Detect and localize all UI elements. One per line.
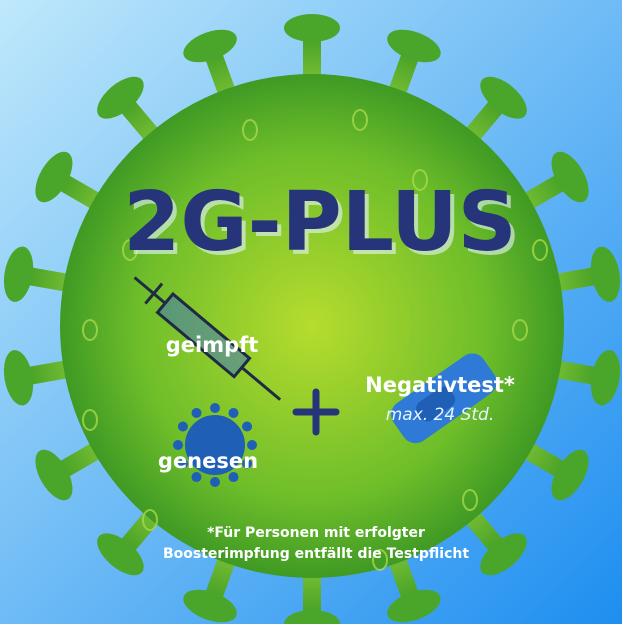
virus-body (60, 74, 564, 578)
footnote-line: *Für Personen mit erfolgter (207, 525, 425, 541)
virus-icon-spike (210, 477, 220, 487)
page: 2G-PLUS 2G-PLUS geimpft genesen Negativt… (0, 0, 622, 624)
virus-icon-spike (192, 408, 202, 418)
footnote-line: Boosterimpfung entfällt die Testpflicht (163, 546, 469, 562)
recovered-label: genesen (158, 449, 258, 473)
virus-icon-spike (229, 472, 239, 482)
poster: 2G-PLUS 2G-PLUS geimpft genesen Negativt… (0, 0, 622, 624)
virus-icon-spike (210, 403, 220, 413)
title: 2G-PLUS (123, 175, 516, 270)
virus-icon-spike (178, 422, 188, 432)
virus-icon-spike (192, 472, 202, 482)
vaccinated-label: geimpft (166, 333, 259, 357)
virus-icon-spike (242, 422, 252, 432)
test-validity: max. 24 Std. (386, 405, 495, 425)
virus-icon-spike (229, 408, 239, 418)
spike-head (284, 14, 340, 42)
test-label: Negativtest* (365, 373, 515, 397)
